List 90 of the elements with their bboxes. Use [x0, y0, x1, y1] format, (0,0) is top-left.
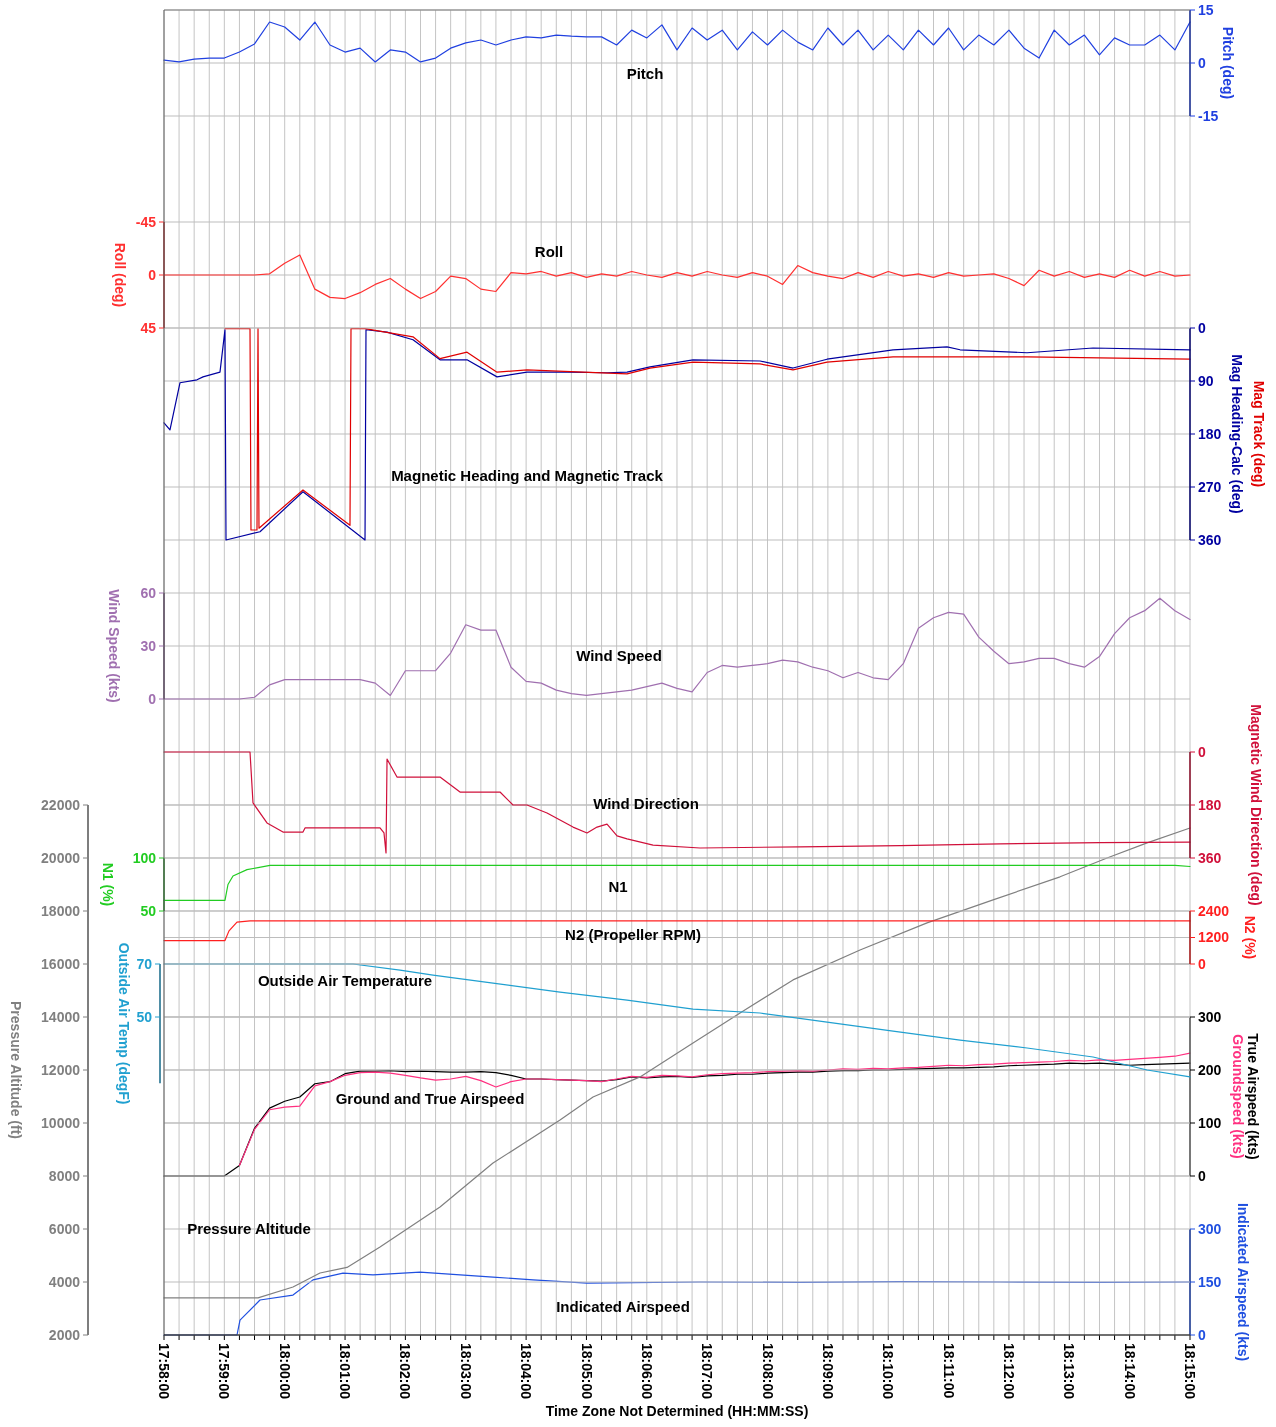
- y-tick-label: 18000: [41, 902, 81, 919]
- y-tick-label: 0: [148, 266, 157, 283]
- y-tick-label: 100: [1198, 1114, 1222, 1131]
- text: Pressure Altitude: [187, 1220, 311, 1238]
- y-tick-label: 50: [140, 902, 157, 919]
- y-tick-label: 70: [136, 955, 153, 972]
- y-axis-title: Pitch (deg): [1220, 26, 1237, 100]
- line-series: [163, 827, 1191, 1299]
- text: N2 (Propeller RPM): [565, 926, 701, 944]
- y-tick-label: 45: [140, 319, 157, 336]
- text: N1: [608, 878, 628, 896]
- y-tick-label: 150: [1198, 1273, 1222, 1290]
- text: Mag Heading-Calc (deg): [1229, 354, 1246, 514]
- x-tick-label: 17:58:00: [156, 1343, 173, 1400]
- text: Pitch: [626, 65, 664, 83]
- y-tick-label: 8000: [48, 1167, 81, 1184]
- y-tick-label: 300: [1198, 1008, 1222, 1025]
- x-tick-label: 18:05:00: [578, 1343, 595, 1400]
- x-tick-label: 18:01:00: [337, 1343, 354, 1400]
- y-tick-label: 12000: [41, 1061, 81, 1078]
- x-axis-title: Time Zone Not Determined (HH:MM:SS): [545, 1403, 809, 1419]
- x-tick-label: 18:09:00: [819, 1343, 836, 1400]
- y-tick-label: 22000: [41, 796, 81, 813]
- y-tick-label: 15: [1198, 1, 1214, 18]
- text: Roll: [534, 243, 564, 261]
- x-tick-label: 18:10:00: [880, 1343, 897, 1400]
- y-tick-label: 0: [1198, 319, 1206, 336]
- x-tick-label: 18:15:00: [1182, 1343, 1199, 1400]
- y-axis-title: N2 (%): [1242, 915, 1259, 960]
- y-tick-label: 360: [1198, 849, 1222, 866]
- x-tick-label: 18:07:00: [699, 1343, 716, 1400]
- line-series: [163, 864, 1191, 901]
- y-tick-label: 50: [136, 1008, 153, 1025]
- y-axis-title: N1 (%): [100, 862, 117, 907]
- x-tick-label: 17:59:00: [216, 1343, 233, 1400]
- y-tick-label: 0: [1198, 955, 1206, 972]
- y-tick-label: 2000: [48, 1326, 81, 1343]
- y-tick-label: 200: [1198, 1061, 1222, 1078]
- y-axis-title: Pressure Altitude (ft): [8, 1001, 25, 1139]
- y-tick-label: 100: [132, 849, 157, 866]
- text: Wind Speed: [576, 647, 662, 665]
- y-tick-label: 180: [1198, 425, 1222, 442]
- y-tick-label: 0: [1198, 743, 1206, 760]
- line-series: [163, 751, 1191, 854]
- y-axis-title: Wind Speed (kts): [106, 589, 123, 703]
- y-tick-label: 360: [1198, 531, 1222, 548]
- y-axis-title: Roll (deg): [112, 242, 129, 308]
- text: Wind Direction: [593, 795, 699, 813]
- y-axis-title: Indicated Airspeed (kts): [1235, 1202, 1252, 1362]
- text: Magnetic Heading and Magnetic Track: [391, 467, 664, 485]
- x-tick-label: 18:14:00: [1121, 1343, 1138, 1400]
- y-tick-label: -15: [1198, 107, 1219, 124]
- y-axis-title: Magnetic Wind Direction (deg): [1248, 704, 1265, 906]
- y-tick-label: 60: [140, 584, 157, 601]
- line-series: [238, 1052, 1191, 1166]
- x-tick-label: 18:06:00: [638, 1343, 655, 1400]
- y-tick-label: 14000: [41, 1008, 81, 1025]
- y-tick-label: 16000: [41, 955, 81, 972]
- y-tick-label: 90: [1198, 372, 1214, 389]
- y-axis-title: Outside Air Temp (degF): [116, 942, 133, 1105]
- text: True Airspeed (kts): [1245, 1033, 1262, 1160]
- y-tick-label: 0: [1198, 54, 1206, 71]
- text: Indicated Airspeed: [556, 1298, 690, 1316]
- x-tick-label: 18:02:00: [397, 1343, 414, 1400]
- x-tick-label: 18:03:00: [457, 1343, 474, 1400]
- x-tick-label: 18:12:00: [1001, 1343, 1018, 1400]
- y-tick-label: -45: [135, 213, 157, 230]
- y-tick-label: 1200: [1198, 929, 1230, 946]
- x-tick-label: 18:13:00: [1061, 1343, 1078, 1400]
- text: Mag Track (deg): [1251, 380, 1268, 488]
- y-tick-label: 6000: [48, 1220, 81, 1237]
- y-tick-label: 20000: [41, 849, 81, 866]
- y-tick-label: 300: [1198, 1220, 1222, 1237]
- text: Outside Air Temperature: [257, 972, 433, 990]
- y-tick-label: 10000: [41, 1114, 81, 1131]
- x-tick-label: 18:00:00: [276, 1343, 293, 1400]
- y-tick-label: 0: [148, 690, 157, 707]
- y-tick-label: 270: [1198, 478, 1222, 495]
- x-tick-label: 18:08:00: [759, 1343, 776, 1400]
- y-tick-label: 180: [1198, 796, 1222, 813]
- y-tick-label: 30: [140, 637, 157, 654]
- line-series: [163, 21, 1191, 63]
- y-tick-label: 2400: [1198, 902, 1230, 919]
- y-tick-label: 4000: [48, 1273, 81, 1290]
- text: Ground and True Airspeed: [335, 1090, 525, 1108]
- x-tick-label: 18:04:00: [518, 1343, 535, 1400]
- x-tick-label: 18:11:00: [940, 1343, 957, 1399]
- y-tick-label: 0: [1198, 1167, 1206, 1184]
- y-tick-label: 0: [1198, 1326, 1206, 1343]
- line-series: [163, 920, 1191, 942]
